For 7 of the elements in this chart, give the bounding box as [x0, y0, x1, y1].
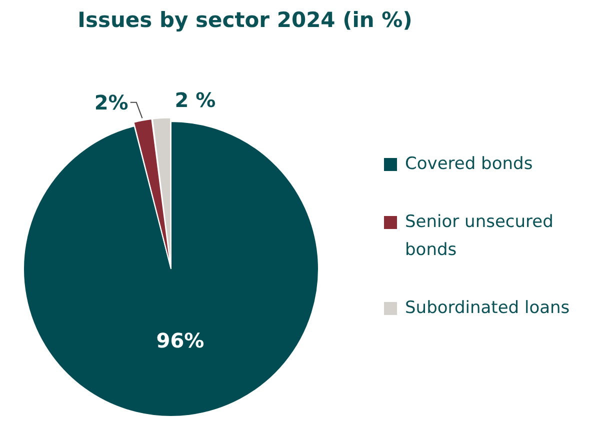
- legend-label: Senior unsecured bonds: [405, 211, 554, 262]
- chart-title: Issues by sector 2024 (in %): [76, 8, 414, 32]
- legend-label: Subordinated loans: [405, 297, 570, 320]
- data-label: 2 %: [174, 88, 216, 112]
- data-label: 96%: [156, 328, 204, 352]
- legend-label: Covered bonds: [405, 153, 533, 176]
- data-label: 2%: [94, 90, 128, 115]
